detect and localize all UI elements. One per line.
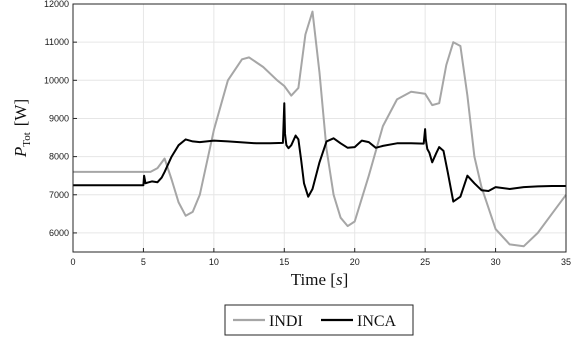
axes: [72, 3, 567, 253]
series-line-indi: [73, 10, 567, 248]
legend-label-inca: INCA: [357, 313, 397, 330]
x-tick-label: 5: [141, 257, 146, 267]
legend: INDI INCA: [224, 304, 414, 336]
x-tick-label: 35: [561, 257, 571, 267]
y-tick-label: 11000: [45, 37, 69, 47]
grid-lines: [72, 3, 567, 252]
svg-text:PTot[W]: PTot [W]: [11, 99, 33, 158]
x-tick-label: 30: [491, 257, 501, 267]
y-tick-label: 10000: [44, 75, 69, 85]
tick-labels: 0 5 10 15 20 25 30 35 6000 7000 8000 9000 10000 11000…: [44, 0, 571, 267]
x-tick-label: 10: [209, 257, 219, 267]
legend-label-indi: INDI: [269, 313, 303, 330]
y-tick-label: 8000: [49, 152, 69, 162]
y-axis-title-unit: [W]: [11, 99, 30, 126]
y-tick-label: 9000: [49, 113, 69, 123]
series-line-inca: [73, 102, 566, 203]
plot-frame: [72, 3, 567, 253]
x-tick-label: 20: [350, 257, 360, 267]
y-tick-label: 6000: [49, 228, 69, 238]
x-tick-label: 15: [279, 257, 289, 267]
y-tick-label: 7000: [49, 190, 69, 200]
y-axis-title-sub: Tot: [21, 132, 33, 147]
y-tick-label: 12000: [44, 0, 69, 9]
x-tick-label: 25: [420, 257, 430, 267]
y-axis-title: PTot [W]: [11, 99, 33, 158]
y-axis-title-main: P: [11, 147, 30, 158]
x-axis-title: Time [s]: [291, 270, 349, 289]
series-lines: [73, 10, 567, 248]
x-tick-label: 0: [70, 257, 75, 267]
